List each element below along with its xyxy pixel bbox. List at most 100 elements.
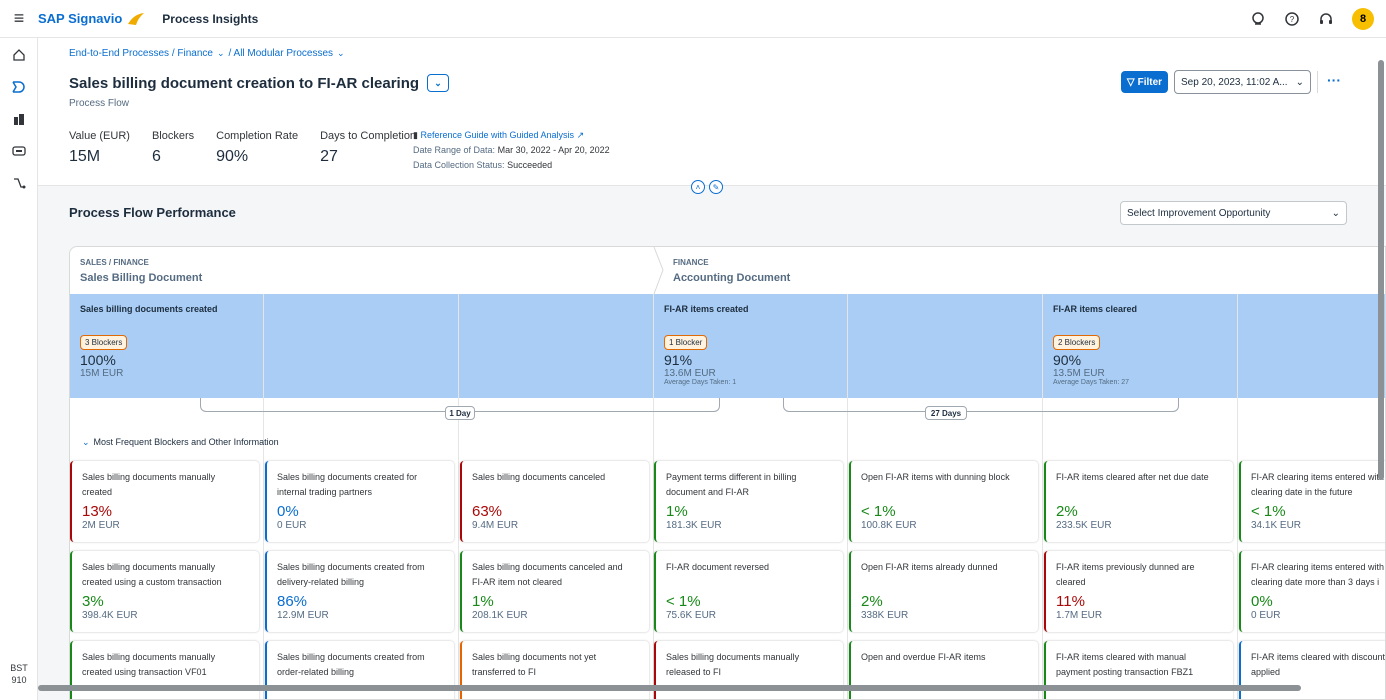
page-subtitle: Process Flow: [69, 98, 130, 109]
blocker-card[interactable]: Sales billing documents created from del…: [265, 551, 454, 632]
blocker-card-percent: < 1%: [666, 593, 701, 610]
stage-area: SALES / FINANCE: [80, 258, 149, 267]
svg-text:?: ?: [1290, 15, 1295, 24]
snapshot-date-select[interactable]: Sep 20, 2023, 11:02 A... ⌄: [1174, 70, 1311, 94]
user-avatar[interactable]: 8: [1352, 8, 1374, 30]
blocker-card[interactable]: FI-AR items cleared with discount applie…: [1239, 641, 1385, 699]
buildings-icon[interactable]: [0, 104, 38, 134]
more-options-icon[interactable]: ···: [1327, 72, 1341, 88]
blocker-card-amount: 100.8K EUR: [861, 520, 917, 531]
chevron-down-icon[interactable]: ⌄: [216, 48, 225, 58]
step-fiar-created[interactable]: FI-AR items created 1 Blocker 91% 13.6M …: [654, 294, 847, 396]
blocker-card[interactable]: Sales billing documents canceled and FI-…: [460, 551, 649, 632]
blocker-badge[interactable]: 1 Blocker: [664, 335, 708, 350]
pin-header-icon[interactable]: ✎: [709, 180, 723, 194]
blocker-card-amount: 0 EUR: [1251, 610, 1281, 621]
breadcrumb-path[interactable]: End-to-End Processes / Finance: [69, 48, 213, 59]
sap-signavio-logo[interactable]: SAP Signavio: [38, 11, 146, 26]
blocker-card-percent: 1%: [472, 593, 494, 610]
blocker-card[interactable]: Open FI-AR items already dunned 2% 338K EU…: [849, 551, 1038, 632]
kpi-number: 90%: [216, 148, 249, 165]
book-icon: ▮: [413, 130, 418, 140]
blockers-toggle[interactable]: ⌄ Most Frequent Blockers and Other Inform…: [82, 437, 279, 448]
improvement-opportunity-select[interactable]: Select Improvement Opportunity ⌄: [1120, 201, 1347, 225]
breadcrumb-current[interactable]: / All Modular Processes: [228, 48, 334, 59]
shell-bar: ≡ SAP Signavio Process Insights ? 8: [0, 0, 1386, 38]
kpi-number: 6: [151, 148, 161, 165]
blocker-card[interactable]: FI-AR clearing items entered with cleari…: [1239, 461, 1385, 542]
filter-button[interactable]: ▽ Filter: [1121, 71, 1168, 93]
blocker-card[interactable]: FI-AR items cleared with manual payment …: [1044, 641, 1233, 699]
process-flow-icon[interactable]: [0, 72, 38, 102]
step-billing-created[interactable]: Sales billing documents created 3 Blocke…: [70, 294, 263, 389]
filter-icon: ▽: [1126, 76, 1135, 88]
chevron-down-icon: ⌄: [1295, 76, 1304, 88]
blocker-card-percent: 0%: [277, 503, 299, 520]
blocker-badge[interactable]: 3 Blockers: [80, 335, 128, 350]
feedback-icon[interactable]: [1250, 11, 1266, 27]
blocker-card[interactable]: Open and overdue FI-AR items: [849, 641, 1038, 699]
blocker-card[interactable]: FI-AR items cleared after net due date 2%…: [1044, 461, 1233, 542]
blocker-card[interactable]: Sales billing documents manually created…: [70, 461, 259, 542]
blocker-card-title: Sales billing documents manually created…: [82, 562, 222, 587]
home-icon[interactable]: [0, 40, 38, 70]
product-name: Process Insights: [162, 11, 259, 26]
collapse-header-icon[interactable]: ˄: [691, 180, 705, 194]
support-headset-icon[interactable]: [1318, 11, 1334, 27]
blocker-card-amount: 181.3K EUR: [666, 520, 722, 531]
column-divider: [1237, 294, 1238, 699]
blocker-card-title: Sales billing documents created from ord…: [277, 652, 425, 677]
blocker-card[interactable]: Payment terms different in billing docum…: [654, 461, 843, 542]
step-percent: 91%: [664, 352, 693, 368]
external-link-icon[interactable]: ↗: [576, 130, 585, 140]
help-icon[interactable]: ?: [1284, 11, 1300, 27]
workflow-icon[interactable]: [0, 168, 38, 198]
blocker-card[interactable]: Sales billing documents manually created…: [70, 641, 259, 699]
blockers-header: Most Frequent Blockers and Other Informa…: [93, 437, 279, 447]
step-average-days: Average Days Taken: 1: [664, 379, 737, 386]
blocker-card-title: Sales billing documents manually release…: [666, 652, 800, 677]
blocker-card[interactable]: Open FI-AR items with dunning block < 1% 1…: [849, 461, 1038, 542]
step-amount: 13.5M EUR: [1053, 368, 1105, 379]
system-name: BST: [10, 663, 28, 673]
screen-icon[interactable]: [0, 136, 38, 166]
blocker-card[interactable]: Sales billing documents created for inte…: [265, 461, 454, 542]
header-controls: ˄ ✎: [691, 180, 723, 194]
duration-pill-1: 1 Day: [445, 406, 475, 420]
blocker-badge[interactable]: 2 Blockers: [1053, 335, 1101, 350]
step-fiar-cleared[interactable]: FI-AR items cleared 2 Blockers 90% 13.5M…: [1043, 294, 1237, 396]
title-dropdown-button[interactable]: ⌄: [427, 74, 450, 92]
system-id: BST 910: [0, 662, 38, 686]
blocker-card[interactable]: Sales billing documents manually release…: [654, 641, 843, 699]
vertical-scrollbar[interactable]: [1378, 60, 1384, 480]
horizontal-scrollbar[interactable]: [38, 685, 1301, 691]
blocker-card-title: Sales billing documents canceled and FI-…: [472, 562, 623, 587]
blocker-card-amount: 34.1K EUR: [1251, 520, 1302, 531]
blocker-card[interactable]: Sales billing documents not yet transfer…: [460, 641, 649, 699]
date-range-label: Date Range of Data:: [413, 145, 496, 155]
chevron-down-icon[interactable]: ⌄: [337, 48, 345, 58]
page-title-text: Sales billing document creation to FI-AR…: [69, 74, 420, 92]
toolbar-separator: [1317, 71, 1318, 93]
blocker-card[interactable]: Sales billing documents created from ord…: [265, 641, 454, 699]
blocker-card-title: FI-AR items previously dunned are cleare…: [1056, 562, 1195, 587]
blocker-card-title: Sales billing documents created for inte…: [277, 472, 418, 497]
kpi-label: Blockers: [151, 130, 195, 142]
blocker-card-title: FI-AR clearing items entered with cleari…: [1251, 562, 1385, 587]
blocker-card[interactable]: Sales billing documents canceled 63% 9.4M …: [460, 461, 649, 542]
blocker-card-percent: < 1%: [861, 503, 896, 520]
breadcrumb: End-to-End Processes / Finance ⌄ / All Mod…: [69, 48, 349, 59]
column-divider: [653, 294, 654, 699]
blocker-card-title: FI-AR document reversed: [666, 562, 770, 572]
column-divider: [263, 294, 264, 699]
blocker-card[interactable]: Sales billing documents manually created…: [70, 551, 259, 632]
chevron-down-icon: ⌄: [82, 437, 90, 447]
blocker-card-percent: < 1%: [1251, 503, 1286, 520]
blocker-card[interactable]: FI-AR clearing items entered with cleari…: [1239, 551, 1385, 632]
column-divider: [1042, 294, 1043, 699]
blocker-card[interactable]: FI-AR items previously dunned are cleare…: [1044, 551, 1233, 632]
blocker-card[interactable]: FI-AR document reversed < 1% 75.6K EUR: [654, 551, 843, 632]
reference-guide-link[interactable]: Reference Guide with Guided Analysis: [420, 130, 575, 140]
hamburger-menu-icon[interactable]: ≡: [13, 8, 25, 28]
process-flow-panel: SALES / FINANCE Sales Billing Document F…: [69, 246, 1386, 700]
